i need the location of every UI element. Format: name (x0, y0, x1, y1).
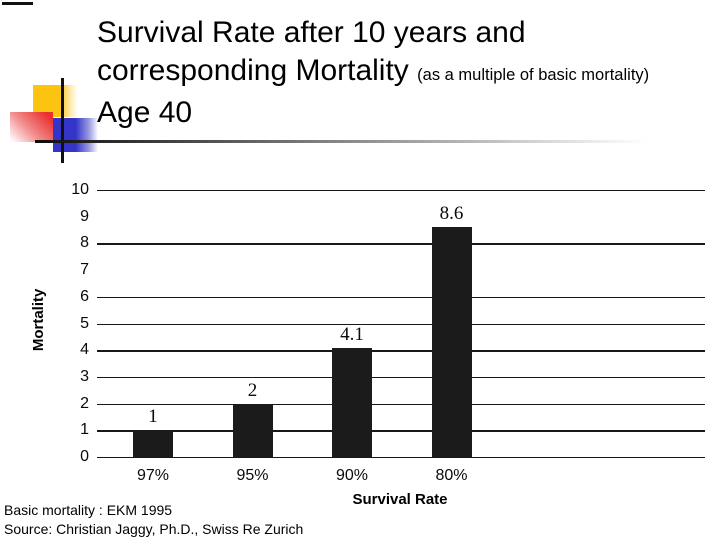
bar-value-label: 4.1 (340, 323, 364, 345)
x-axis-tick-label: 90% (335, 467, 369, 484)
y-axis-tick-label: 7 (80, 261, 89, 279)
x-axis-tick-label: 80% (435, 467, 468, 484)
bar-value-label: 1 (148, 406, 158, 428)
y-axis-tick-label: 9 (80, 207, 89, 225)
source-note-line-2: Source: Christian Jaggy, Ph.D., Swiss Re… (4, 520, 304, 537)
x-axis-title: Survival Rate (352, 491, 448, 508)
y-axis-tick-label: 4 (80, 341, 89, 359)
decor-red-square (10, 112, 53, 142)
decor-vertical-line (61, 78, 64, 163)
bar-value-label: 8.6 (439, 203, 464, 225)
top-edge-mark (2, 2, 33, 5)
bar-value-label: 2 (247, 379, 258, 401)
chart-bar (232, 403, 273, 457)
y-axis-tick-label: 1 (80, 421, 89, 439)
title-line-1: Survival Rate after 10 years and (97, 16, 526, 49)
source-note-line-1: Basic mortality : EKM 1995 (4, 502, 173, 518)
y-axis-title: Mortality (30, 288, 47, 352)
y-axis-tick-label: 2 (80, 394, 89, 412)
y-axis-tick-label: 10 (71, 181, 89, 198)
title-line-2: corresponding Mortality (as a multiple o… (97, 54, 650, 87)
y-axis-tick-label: 0 (80, 448, 89, 465)
x-axis-tick-label: 97% (136, 467, 170, 484)
gridline-6 (97, 296, 705, 299)
decor-blue-square (53, 118, 98, 152)
gridline-0 (97, 457, 705, 459)
gridline-1 (97, 430, 705, 432)
y-axis-tick-label: 3 (80, 367, 89, 385)
chart-bar (431, 227, 472, 457)
y-axis-tick-label: 8 (80, 234, 89, 252)
title-note: (as a multiple of basic mortality) (417, 66, 650, 84)
title-divider-line (35, 140, 647, 143)
y-axis-tick-label: 5 (80, 314, 89, 332)
decor-yellow-square (33, 85, 77, 117)
source-note: Basic mortality : EKM 1995 Source: Chris… (4, 501, 303, 538)
gridline-10 (97, 190, 705, 192)
y-axis-tick-label: 6 (80, 287, 89, 305)
chart-bar (332, 347, 372, 457)
gridline-2 (97, 403, 705, 405)
page-title: Survival Rate after 10 years and corresp… (97, 14, 649, 132)
gridline-4 (97, 350, 705, 352)
title-line-3: Age 40 (97, 96, 193, 129)
gridline-8 (97, 243, 705, 245)
gridline-3 (97, 376, 705, 379)
chart-bar (133, 430, 173, 457)
x-axis-tick-label: 95% (236, 467, 269, 484)
gridline-5 (97, 323, 705, 325)
